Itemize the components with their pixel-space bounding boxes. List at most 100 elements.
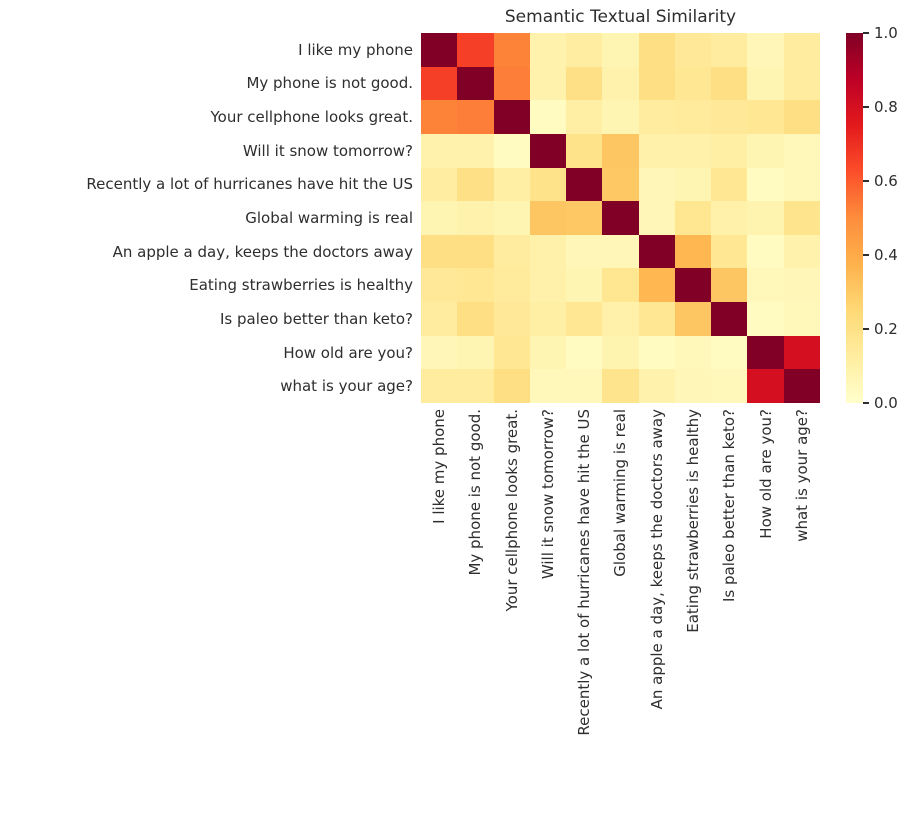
y-tick-label: How old are you?: [283, 343, 413, 362]
heatmap-cell: [602, 100, 639, 134]
heatmap-cell: [529, 268, 567, 303]
heatmap-cell: [493, 201, 530, 235]
heatmap-cell: [711, 133, 748, 168]
heatmap-cell: [602, 335, 639, 370]
heatmap-cell: [493, 167, 530, 202]
heatmap-cell: [529, 201, 567, 235]
colorbar-tick-label: 0.2: [874, 320, 898, 338]
heatmap-cell: [493, 369, 530, 403]
heatmap-cell: [457, 302, 494, 336]
heatmap-cell: [638, 66, 675, 101]
y-tick-label: Global warming is real: [245, 208, 413, 227]
heatmap-cell: [783, 33, 820, 67]
heatmap-cell: [529, 33, 567, 67]
x-tick-label-text: what is your age?: [792, 409, 811, 542]
x-tick-label: Global warming is real: [602, 409, 638, 819]
x-tick-label: Eating strawberries is healthy: [675, 409, 711, 819]
heatmap-cell: [421, 66, 458, 101]
heatmap-cell: [747, 369, 784, 403]
heatmap-cell: [566, 66, 603, 101]
heatmap-cell: [638, 335, 675, 370]
heatmap-cell: [638, 302, 675, 336]
heatmap-cell: [602, 234, 639, 269]
heatmap-cell: [711, 100, 748, 134]
heatmap-cell: [674, 100, 712, 134]
heatmap-cell: [602, 268, 639, 303]
heatmap-cell: [783, 302, 820, 336]
x-tick-label: I like my phone: [421, 409, 457, 819]
heatmap-cell: [529, 167, 567, 202]
heatmap-cell: [566, 201, 603, 235]
heatmap-cell: [602, 167, 639, 202]
heatmap-cell: [457, 66, 494, 101]
heatmap-cell: [711, 234, 748, 269]
heatmap-cell: [421, 335, 458, 370]
heatmap-cell: [421, 100, 458, 134]
chart-title: Semantic Textual Similarity: [504, 7, 737, 27]
heatmap-cell: [493, 302, 530, 336]
heatmap-cell: [457, 33, 494, 67]
x-tick-label-text: Will it snow tomorrow?: [538, 409, 557, 580]
x-tick-label: Is paleo better than keto?: [711, 409, 747, 819]
heatmap-cell: [747, 302, 784, 336]
heatmap-cell: [529, 302, 567, 336]
heatmap-cell: [602, 33, 639, 67]
heatmap-cell: [566, 133, 603, 168]
heatmap-cell: [493, 234, 530, 269]
heatmap-cell: [783, 201, 820, 235]
x-tick-label-text: Global warming is real: [611, 409, 630, 577]
colorbar-tick-mark: [863, 402, 869, 404]
heatmap-cell: [638, 201, 675, 235]
y-tick-label: I like my phone: [298, 40, 413, 59]
heatmap-cell: [674, 201, 712, 235]
x-tick-label-text: My phone is not good.: [466, 409, 485, 576]
x-tick-label: How old are you?: [747, 409, 783, 819]
heatmap-cell: [674, 234, 712, 269]
x-tick-label-text: Is paleo better than keto?: [720, 409, 739, 602]
x-tick-label: Recently a lot of hurricanes have hit th…: [566, 409, 602, 819]
heatmap-cell: [783, 369, 820, 403]
heatmap-cell: [457, 201, 494, 235]
heatmap-cell: [711, 335, 748, 370]
heatmap-cell: [493, 66, 530, 101]
x-tick-label-text: Recently a lot of hurricanes have hit th…: [575, 409, 594, 736]
heatmap-cell: [747, 133, 784, 168]
heatmap-cell: [566, 268, 603, 303]
heatmap-cell: [747, 167, 784, 202]
y-tick-label: Recently a lot of hurricanes have hit th…: [86, 175, 413, 194]
heatmap-cell: [747, 100, 784, 134]
heatmap-cell: [638, 33, 675, 67]
colorbar-tick-label: 0.4: [874, 246, 898, 264]
x-tick-label-text: An apple a day, keeps the doctors away: [647, 409, 666, 710]
heatmap-cell: [566, 335, 603, 370]
heatmap-cell: [529, 335, 567, 370]
heatmap-cell: [674, 369, 712, 403]
heatmap-cell: [783, 66, 820, 101]
y-tick-label: Will it snow tomorrow?: [242, 141, 413, 160]
heatmap-cell: [747, 335, 784, 370]
x-tick-label-text: I like my phone: [430, 409, 449, 524]
heatmap-cell: [747, 201, 784, 235]
heatmap-cell: [783, 268, 820, 303]
heatmap-cell: [457, 133, 494, 168]
heatmap-cell: [783, 234, 820, 269]
heatmap-cell: [711, 167, 748, 202]
heatmap-cell: [421, 201, 458, 235]
heatmap-cell: [674, 66, 712, 101]
heatmap-cell: [711, 201, 748, 235]
heatmap-cell: [566, 33, 603, 67]
heatmap-cell: [711, 268, 748, 303]
y-axis-labels: I like my phone My phone is not good. Your…: [0, 33, 413, 403]
heatmap-cell: [421, 167, 458, 202]
heatmap-cell: [783, 167, 820, 202]
x-axis-labels: I like my phone My phone is not good. Your…: [421, 409, 820, 819]
heatmap-cell: [747, 234, 784, 269]
heatmap-cell: [457, 335, 494, 370]
heatmap-cell: [457, 234, 494, 269]
heatmap-cell: [457, 268, 494, 303]
heatmap-grid: [421, 33, 820, 403]
colorbar: [846, 33, 863, 403]
heatmap-cell: [602, 133, 639, 168]
heatmap-cell: [674, 302, 712, 336]
x-tick-label: My phone is not good.: [457, 409, 493, 819]
